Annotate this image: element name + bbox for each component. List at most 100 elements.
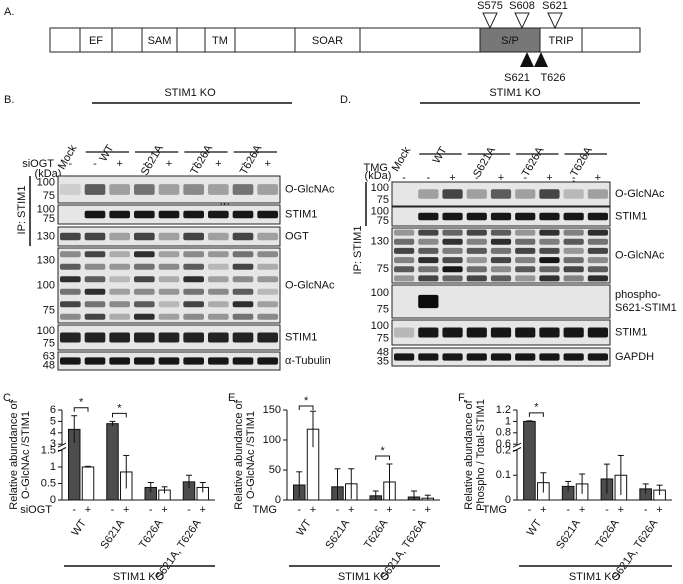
bar: [81, 466, 95, 501]
blot-band: [394, 247, 415, 254]
blot-band: [158, 276, 180, 283]
blot-band: [515, 327, 536, 338]
blot-band: [418, 257, 439, 264]
sign: -: [374, 504, 378, 516]
treatment-label: TMG: [253, 504, 277, 516]
blot-band: [60, 288, 81, 295]
blot-band: [563, 238, 584, 245]
sign: +: [166, 158, 172, 170]
blot-band: [515, 247, 536, 254]
category-label: WT: [294, 517, 314, 538]
mw-marker: 130: [37, 254, 55, 266]
blot-band: [418, 247, 439, 254]
blot-band: [587, 353, 608, 361]
y-tick-label: 5: [50, 415, 56, 427]
blot-band: [418, 212, 439, 221]
blot-band: [490, 212, 512, 221]
sign: -: [572, 172, 576, 184]
blot-band: [109, 357, 130, 365]
domain-box: [539, 27, 583, 53]
site-label: T626: [540, 72, 565, 84]
y-tick-label: 0: [50, 494, 56, 506]
blot-band: [563, 189, 584, 199]
blot-band: [442, 238, 463, 245]
site-label: S608: [509, 0, 535, 12]
blot-band: [563, 353, 584, 361]
domain-label: SOAR: [312, 35, 343, 47]
blot-band: [84, 288, 106, 295]
significance-label: *: [380, 445, 385, 457]
blot-band: [490, 266, 512, 273]
category-label: S621A: [554, 517, 583, 551]
blot-band: [587, 257, 608, 264]
group-title: STIM1 KO: [338, 571, 390, 583]
category-label: T626A: [137, 517, 166, 551]
blot-band: [60, 313, 81, 320]
group-title: STIM1 KO: [113, 571, 165, 583]
blot-band: [490, 327, 512, 338]
blot-band: [208, 276, 229, 283]
blot-band: [418, 327, 439, 338]
blot-band: [84, 210, 106, 219]
mw-marker: 100: [371, 320, 389, 332]
blot-band: [490, 275, 512, 282]
blot-band: [134, 288, 155, 295]
y-tick-label: 0.5: [41, 477, 56, 489]
group-title: STIM1 KO: [164, 87, 216, 99]
blot-band: [158, 301, 180, 308]
mw-marker: 75: [377, 194, 389, 206]
sign: -: [142, 158, 146, 170]
significance-bracket: [298, 405, 314, 410]
mw-marker: 35: [377, 355, 389, 367]
blot-band: [183, 251, 204, 258]
domain-label: TM: [212, 35, 228, 47]
blot-band: [232, 263, 254, 270]
blot-band: [257, 357, 278, 365]
blot-band: [515, 275, 536, 282]
blot-band: [257, 332, 278, 343]
blot-band: [84, 357, 106, 365]
blot-band: [466, 257, 487, 264]
sign: +: [215, 158, 221, 170]
y-axis-label: O-GlcNAc /STIM1: [20, 411, 32, 499]
row-label: S621-STIM1: [615, 302, 677, 314]
blot-band: [134, 276, 155, 283]
significance-bracket: [375, 455, 391, 460]
blot-band: [60, 276, 81, 283]
significance-label: *: [534, 402, 539, 414]
blot-band: [442, 212, 463, 221]
blot-band: [490, 247, 512, 254]
sign: +: [546, 172, 552, 184]
blot-band: [257, 251, 278, 258]
sign: -: [187, 504, 191, 516]
y-axis-label: O-GlcNAc /STIM1: [245, 411, 257, 499]
blot-band: [158, 263, 180, 270]
sign: -: [528, 504, 532, 516]
blot-band: [539, 238, 560, 245]
domain-box: [204, 27, 236, 53]
blot-band: [84, 232, 106, 241]
sign: -: [402, 172, 406, 184]
mw-marker: 63: [43, 350, 55, 362]
significance-bracket: [528, 412, 544, 417]
sign: +: [425, 504, 431, 516]
kda-label: (kDa): [365, 170, 392, 182]
mw-marker: 100: [37, 177, 55, 189]
site-marker-open: [482, 12, 498, 30]
mw-marker: 100: [37, 325, 55, 337]
blot-strip: [57, 226, 281, 247]
group-title: STIM1 KO: [489, 87, 541, 99]
site-marker-open: [547, 12, 563, 30]
blot-band: [466, 238, 487, 245]
significance-label: *: [79, 397, 84, 409]
panel-label: B.: [4, 94, 14, 106]
blot-band: [418, 294, 439, 309]
category-label: S621A: [323, 517, 352, 551]
blot-band: [490, 238, 512, 245]
blot-band: [394, 238, 415, 245]
row-label: O-GlcNAc: [285, 183, 335, 195]
blot-band: [232, 251, 254, 258]
blot-band: [183, 313, 204, 320]
blot-band: [442, 327, 463, 338]
significance-label: *: [304, 395, 309, 407]
